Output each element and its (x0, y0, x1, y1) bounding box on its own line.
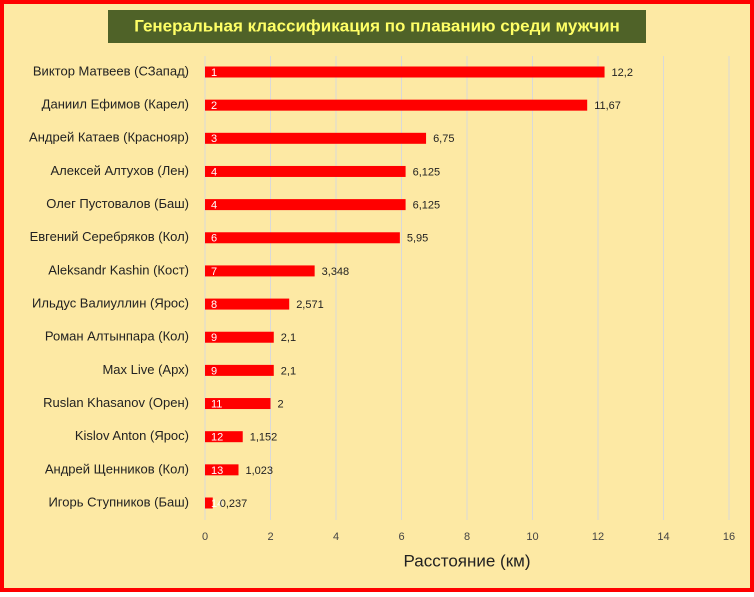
rank-label: 8 (211, 299, 217, 311)
y-tick-label: Max Live (Арх) (102, 362, 189, 377)
y-tick-label: Андрей Катаев (Краснояр) (29, 130, 189, 145)
x-tick-label: 10 (526, 531, 538, 543)
x-tick-label: 8 (464, 531, 470, 543)
value-label: 6,125 (413, 166, 441, 178)
marks (205, 66, 605, 509)
rank-label: 6 (211, 233, 217, 245)
value-label: 3,348 (322, 266, 350, 278)
bar (205, 497, 213, 509)
x-tick-label: 4 (333, 531, 339, 543)
chart-title: Генеральная классификация по плаванию ср… (134, 16, 620, 35)
rank-label: 7 (211, 266, 217, 278)
bar (205, 232, 400, 244)
x-tick-label: 12 (592, 531, 604, 543)
value-label: 2 (278, 398, 284, 410)
rank-label: 2 (211, 100, 217, 112)
y-tick-label: Виктор Матвеев (СЗапад) (33, 63, 189, 78)
rank-label: 11 (211, 398, 222, 410)
bar (205, 431, 243, 443)
y-tick-label: Aleksandr Kashin (Кост) (48, 262, 189, 277)
y-tick-label: Игорь Ступников (Баш) (48, 494, 189, 509)
value-label: 0,237 (220, 498, 248, 510)
bar (205, 99, 588, 111)
value-label: 6,125 (413, 200, 441, 212)
value-label: 1,152 (250, 432, 278, 444)
y-tick-label: Ruslan Khasanov (Орен) (43, 395, 189, 410)
y-tick-label: Алексей Алтухов (Лен) (51, 163, 189, 178)
rank-label: 12 (211, 432, 223, 444)
y-tick-label: Евгений Серебряков (Кол) (30, 229, 189, 244)
y-tick-label: Роман Алтынпара (Кол) (45, 329, 189, 344)
y-tick-label: Олег Пустовалов (Баш) (46, 196, 189, 211)
bar (205, 66, 605, 78)
bar (205, 265, 315, 277)
value-label: 6,75 (433, 133, 454, 145)
bar (205, 464, 239, 476)
y-tick-label: Андрей Щенников (Кол) (45, 461, 189, 476)
rank-label: 4 (211, 200, 217, 212)
x-tick-label: 0 (202, 531, 208, 543)
bar (205, 132, 427, 144)
rank-label: 3 (211, 133, 217, 145)
value-label: 2,1 (281, 365, 296, 377)
rank-label: 9 (211, 332, 217, 344)
x-tick-label: 2 (267, 531, 273, 543)
value-label: 1,023 (246, 465, 274, 477)
rank-label: 13 (211, 465, 223, 477)
value-label: 5,95 (407, 233, 428, 245)
bar (205, 398, 271, 410)
rank-label: 4 (211, 166, 217, 178)
x-tick-label: 6 (398, 531, 404, 543)
x-tick-label: 14 (657, 531, 669, 543)
value-label: 2,571 (296, 299, 324, 311)
value-label: 2,1 (281, 332, 296, 344)
value-label: 12,2 (612, 67, 633, 79)
title-box (108, 10, 646, 43)
x-axis-label: Расстояние (км) (404, 551, 531, 570)
y-tick-label: Kislov Anton (Ярос) (75, 428, 189, 443)
value-label: 11,67 (594, 100, 621, 112)
bar (205, 364, 274, 376)
rank-label: 1 (211, 67, 217, 79)
rank-label: 14 (211, 498, 223, 510)
rank-label: 9 (211, 365, 217, 377)
y-tick-label: Ильдус Валиуллин (Ярос) (32, 296, 189, 311)
bar (205, 298, 290, 310)
bar (205, 165, 406, 177)
bar (205, 199, 406, 211)
bar (205, 331, 274, 343)
y-tick-label: Даниил Ефимов (Карел) (42, 97, 189, 112)
x-tick-label: 16 (723, 531, 735, 543)
